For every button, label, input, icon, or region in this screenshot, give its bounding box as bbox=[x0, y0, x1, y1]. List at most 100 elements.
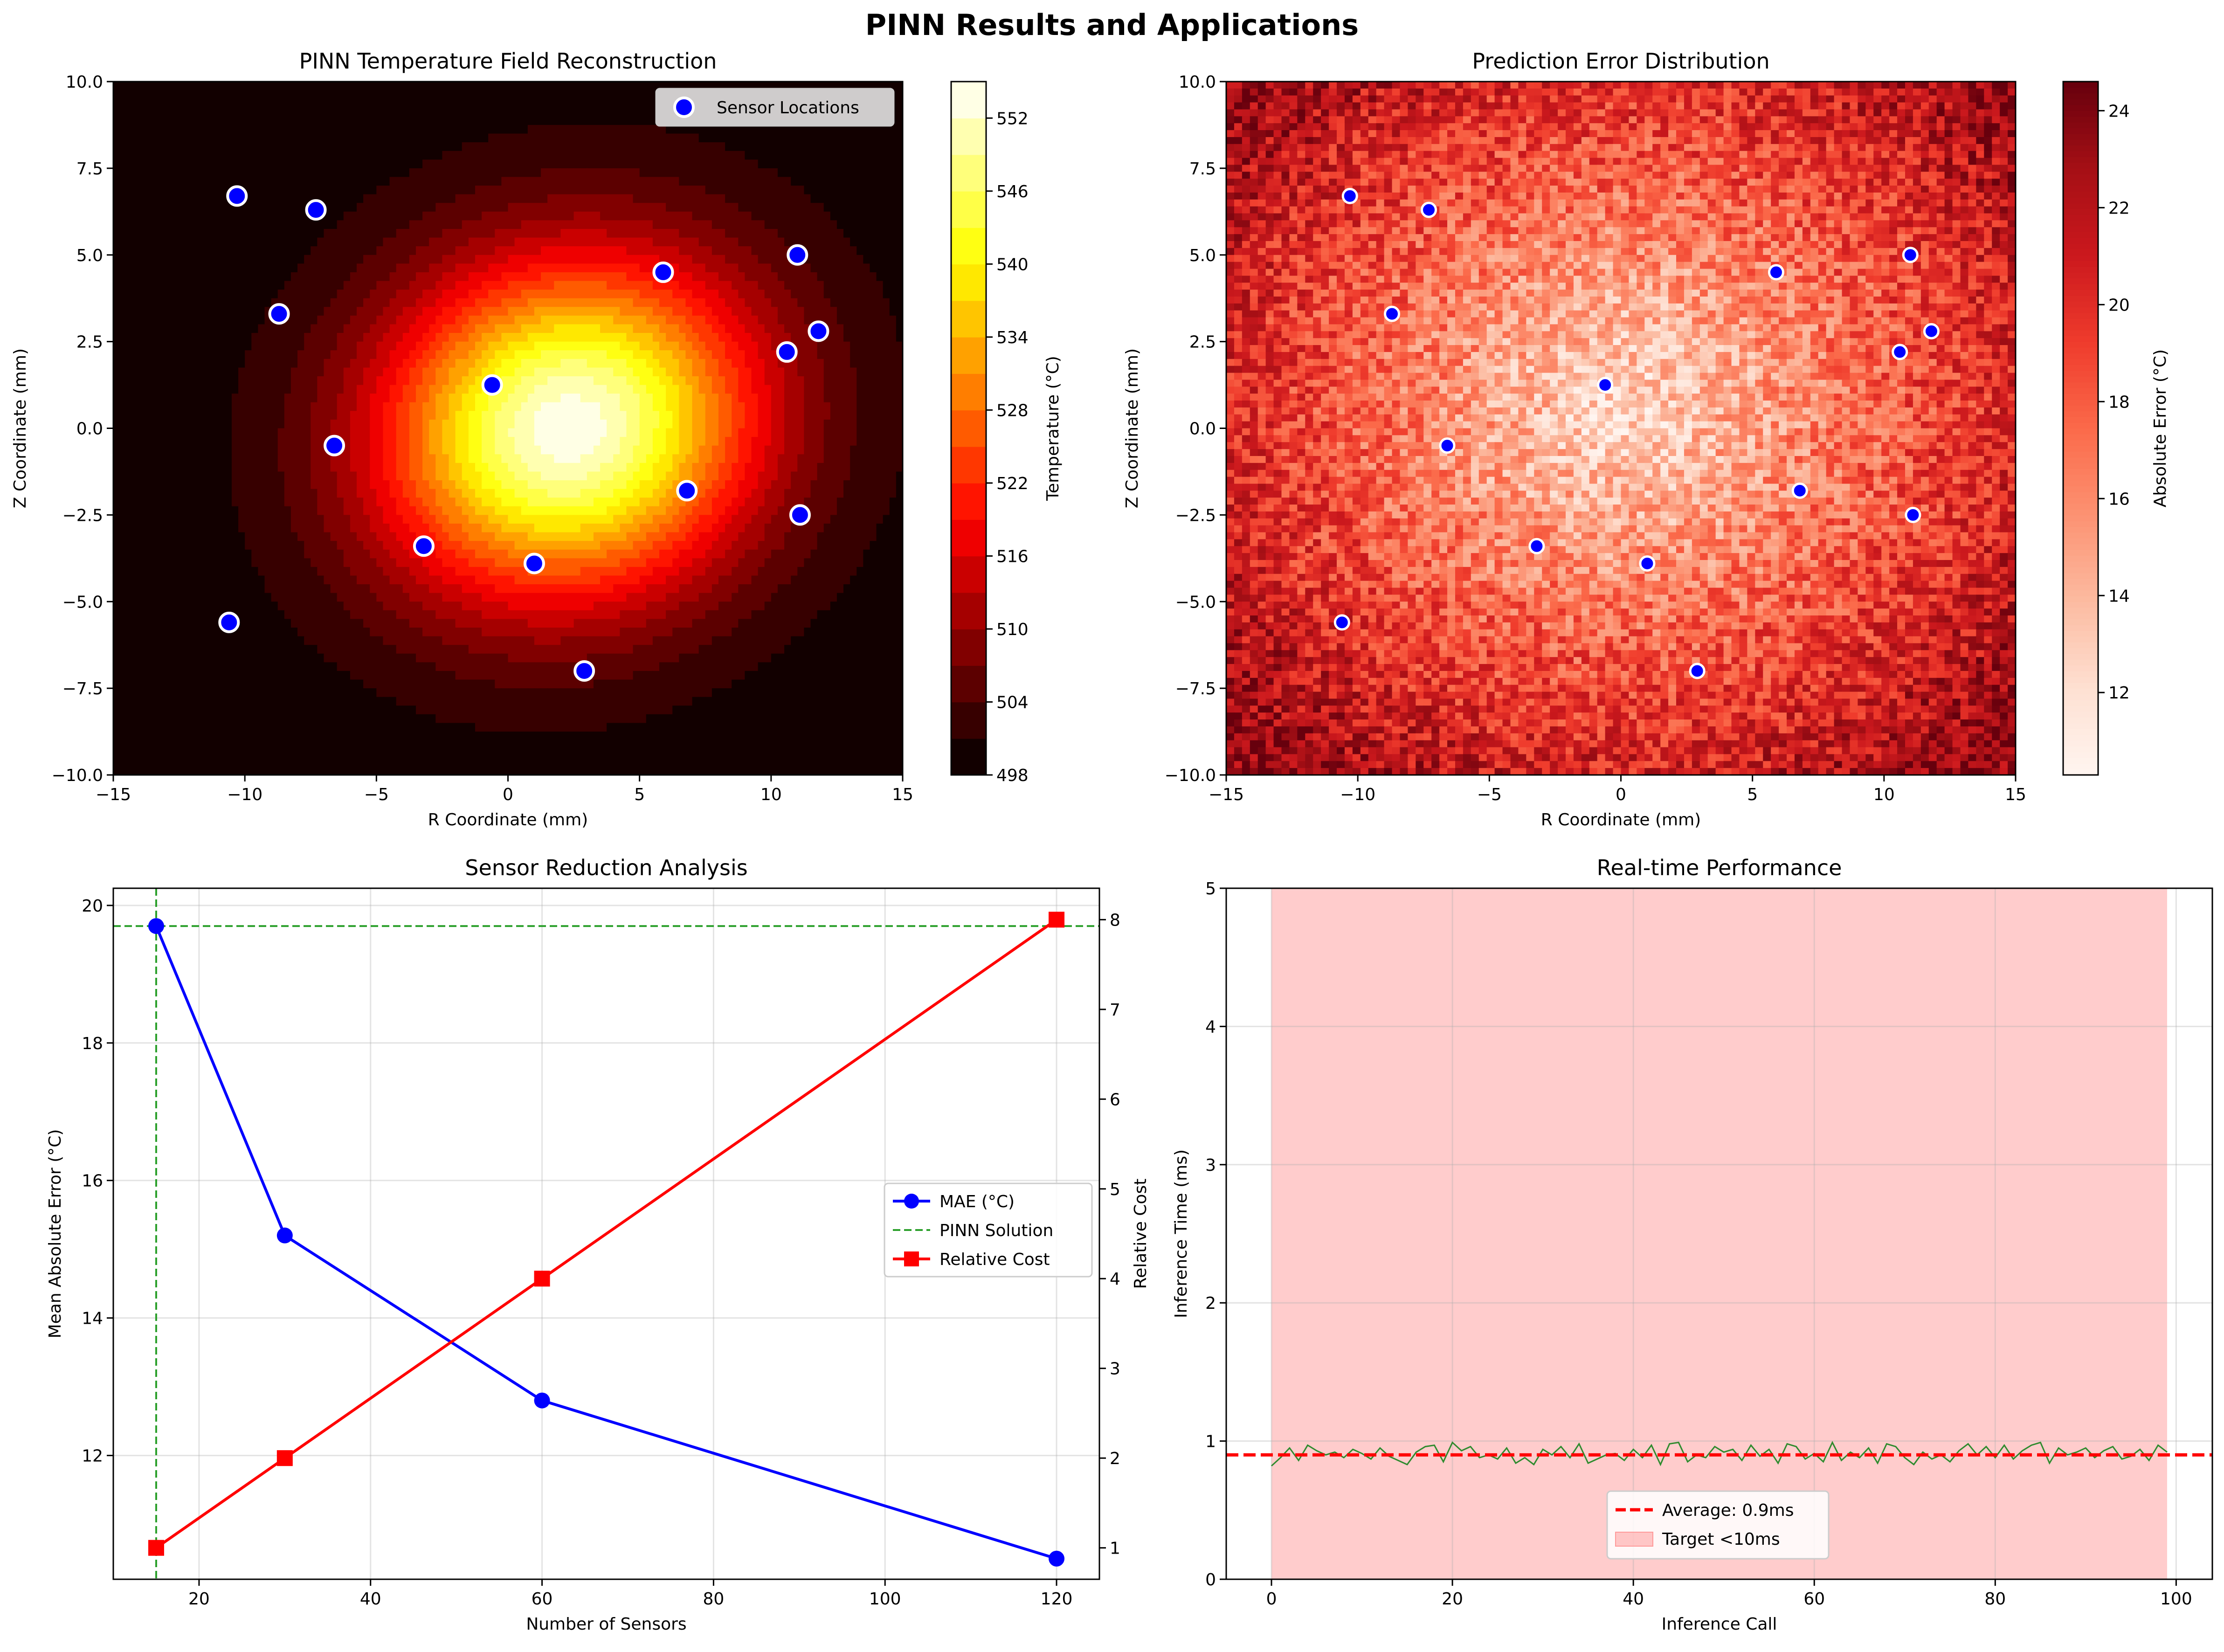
contour-cell bbox=[870, 220, 877, 229]
contour-cell bbox=[383, 203, 390, 212]
contour-cell bbox=[146, 420, 153, 429]
contour-cell bbox=[363, 186, 370, 194]
contour-cell bbox=[225, 159, 232, 168]
contour-cell bbox=[350, 281, 357, 290]
contour-cell bbox=[817, 420, 824, 429]
contour-cell bbox=[370, 359, 377, 368]
contour-cell bbox=[560, 212, 567, 221]
contour-cell bbox=[475, 246, 482, 255]
contour-cell bbox=[699, 385, 706, 394]
contour-cell bbox=[791, 298, 798, 307]
contour-cell bbox=[199, 82, 206, 90]
contour-cell bbox=[435, 402, 442, 411]
contour-cell bbox=[278, 238, 285, 247]
contour-cell bbox=[422, 142, 429, 151]
contour-cell bbox=[390, 402, 397, 411]
contour-cell bbox=[331, 342, 338, 351]
contour-cell bbox=[672, 324, 679, 333]
contour-cell bbox=[245, 281, 252, 290]
contour-cell bbox=[456, 125, 463, 134]
contour-cell bbox=[745, 168, 752, 177]
contour-cell bbox=[317, 290, 324, 298]
contour-cell bbox=[640, 99, 647, 108]
contour-cell bbox=[324, 272, 331, 281]
contour-cell bbox=[429, 142, 436, 151]
contour-cell bbox=[856, 316, 863, 325]
contour-cell bbox=[587, 411, 594, 420]
contour-cell bbox=[139, 307, 146, 316]
contour-cell bbox=[456, 411, 463, 420]
contour-cell bbox=[856, 186, 863, 194]
contour-cell bbox=[146, 437, 153, 446]
contour-cell bbox=[613, 255, 620, 264]
contour-cell bbox=[219, 429, 226, 437]
contour-cell bbox=[422, 411, 429, 420]
contour-cell bbox=[435, 367, 442, 376]
contour-cell bbox=[206, 194, 213, 203]
contour-cell bbox=[856, 281, 863, 290]
contour-cell bbox=[850, 203, 857, 212]
contour-cell bbox=[192, 367, 199, 376]
contour-cell bbox=[238, 298, 245, 307]
contour-cell bbox=[376, 212, 383, 221]
contour-cell bbox=[469, 255, 476, 264]
contour-cell bbox=[705, 238, 712, 247]
contour-cell bbox=[126, 90, 133, 99]
contour-cell bbox=[192, 151, 199, 160]
contour-cell bbox=[863, 159, 870, 168]
contour-cell bbox=[311, 420, 318, 429]
contour-cell bbox=[765, 246, 772, 255]
contour-cell bbox=[863, 307, 870, 316]
contour-cell bbox=[133, 108, 140, 117]
contour-cell bbox=[442, 151, 449, 160]
contour-cell bbox=[620, 177, 627, 186]
contour-cell bbox=[383, 151, 390, 160]
contour-cell bbox=[778, 255, 785, 264]
contour-cell bbox=[738, 316, 745, 325]
contour-cell bbox=[363, 159, 370, 168]
contour-cell bbox=[376, 307, 383, 316]
contour-cell bbox=[771, 220, 778, 229]
contour-cell bbox=[206, 263, 213, 272]
contour-cell bbox=[646, 194, 653, 203]
contour-cell bbox=[797, 385, 804, 394]
contour-cell bbox=[258, 177, 265, 186]
contour-cell bbox=[331, 376, 338, 385]
contour-cell bbox=[528, 142, 535, 151]
contour-cell bbox=[640, 229, 647, 238]
contour-cell bbox=[843, 159, 850, 168]
contour-cell bbox=[620, 411, 627, 420]
contour-cell bbox=[580, 99, 587, 108]
contour-cell bbox=[810, 263, 817, 272]
contour-cell bbox=[613, 246, 620, 255]
contour-cell bbox=[192, 134, 199, 143]
contour-cell bbox=[778, 411, 785, 420]
contour-cell bbox=[186, 255, 193, 264]
contour-cell bbox=[778, 324, 785, 333]
contour-cell bbox=[238, 350, 245, 359]
contour-cell bbox=[659, 367, 666, 376]
contour-cell bbox=[212, 159, 219, 168]
contour-cell bbox=[251, 367, 258, 376]
contour-cell bbox=[495, 159, 502, 168]
contour-cell bbox=[331, 281, 338, 290]
contour-cell bbox=[738, 194, 745, 203]
contour-cell bbox=[344, 263, 351, 272]
contour-cell bbox=[810, 246, 817, 255]
contour-cell bbox=[376, 263, 383, 272]
contour-cell bbox=[646, 402, 653, 411]
contour-cell bbox=[501, 194, 508, 203]
contour-cell bbox=[672, 420, 679, 429]
contour-cell bbox=[284, 420, 291, 429]
contour-cell bbox=[291, 159, 298, 168]
contour-cell bbox=[877, 134, 884, 143]
contour-cell bbox=[778, 246, 785, 255]
contour-cell bbox=[291, 246, 298, 255]
contour-cell bbox=[738, 429, 745, 437]
contour-cell bbox=[245, 142, 252, 151]
contour-cell bbox=[297, 220, 304, 229]
contour-cell bbox=[712, 359, 719, 368]
contour-cell bbox=[738, 376, 745, 385]
contour-cell bbox=[186, 186, 193, 194]
contour-cell bbox=[863, 194, 870, 203]
